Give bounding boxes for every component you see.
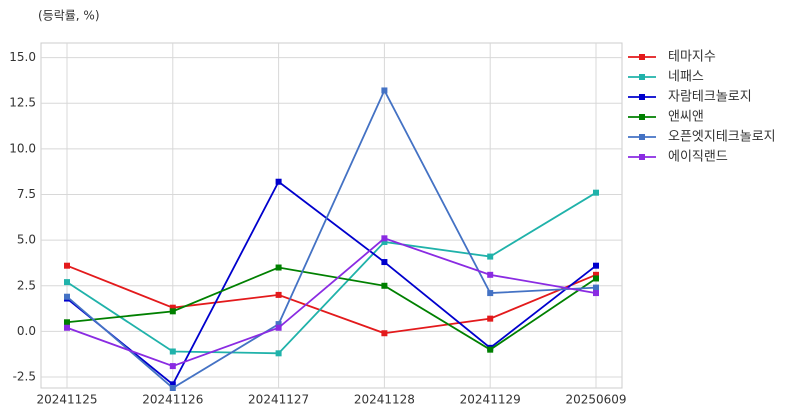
legend-marker <box>639 154 645 160</box>
point-marker <box>593 271 599 278</box>
y-tick-label: 5.0 <box>17 233 36 247</box>
point-marker <box>593 284 599 291</box>
x-tick-label: 20241129 <box>460 393 521 407</box>
x-tick-label: 20241127 <box>248 393 309 407</box>
point-marker <box>593 189 599 196</box>
x-tick-label: 20241125 <box>36 393 97 407</box>
plot-frame <box>40 42 623 389</box>
series-line <box>66 88 597 390</box>
point-marker <box>169 381 176 388</box>
series-line <box>66 180 597 386</box>
legend-marker <box>639 94 645 100</box>
point-marker <box>593 290 599 297</box>
point-marker <box>275 321 282 328</box>
point-marker <box>487 315 494 322</box>
legend-marker <box>639 114 645 120</box>
point-marker <box>64 324 70 331</box>
point-marker <box>275 264 282 271</box>
y-tick-label: -2.5 <box>13 370 36 384</box>
point-marker <box>487 290 494 297</box>
legend-label: 자람테크놀로지 <box>668 90 752 105</box>
legend-marker <box>639 54 645 60</box>
legend-marker <box>639 134 645 140</box>
point-marker <box>64 319 70 326</box>
point-marker <box>381 87 388 94</box>
point-marker <box>381 235 388 242</box>
series-line <box>66 191 597 355</box>
point-marker <box>169 348 176 355</box>
legend-label: 네패스 <box>668 70 704 85</box>
point-marker <box>64 279 70 286</box>
series-line <box>66 266 597 351</box>
legend-label: 앤씨앤 <box>668 110 704 125</box>
x-tick-label: 20241126 <box>142 393 203 407</box>
legend-marker <box>639 74 645 80</box>
legend-label: 에이직랜드 <box>668 150 728 165</box>
x-tick-label: 20250609 <box>565 393 626 407</box>
point-marker <box>275 350 282 357</box>
point-marker <box>381 238 388 245</box>
point-marker <box>593 262 599 269</box>
point-marker <box>169 304 176 311</box>
point-marker <box>381 282 388 289</box>
point-marker <box>487 253 494 260</box>
point-marker <box>593 275 599 282</box>
y-axis-label: (등락률, %) <box>38 9 100 23</box>
y-tick-label: 15.0 <box>9 50 36 64</box>
point-marker <box>64 262 70 269</box>
legend-label: 테마지수 <box>668 50 716 65</box>
point-marker <box>64 293 70 300</box>
y-tick-label: 10.0 <box>9 141 36 155</box>
point-marker <box>169 385 176 391</box>
point-marker <box>275 324 282 331</box>
point-marker <box>169 308 176 315</box>
point-marker <box>487 346 494 353</box>
point-marker <box>275 178 282 185</box>
point-marker <box>487 271 494 278</box>
y-tick-label: 7.5 <box>17 187 36 201</box>
series-line <box>66 237 597 368</box>
legend-label: 오픈엣지테크놀로지 <box>668 130 776 145</box>
series-line <box>66 264 597 335</box>
point-marker <box>381 259 388 266</box>
point-marker <box>169 363 176 370</box>
y-tick-label: 2.5 <box>17 278 36 292</box>
point-marker <box>275 291 282 298</box>
y-tick-label: 12.5 <box>9 96 36 110</box>
x-tick-label: 20241128 <box>354 393 415 407</box>
y-tick-label: 0.0 <box>17 324 36 338</box>
point-marker <box>381 330 388 337</box>
